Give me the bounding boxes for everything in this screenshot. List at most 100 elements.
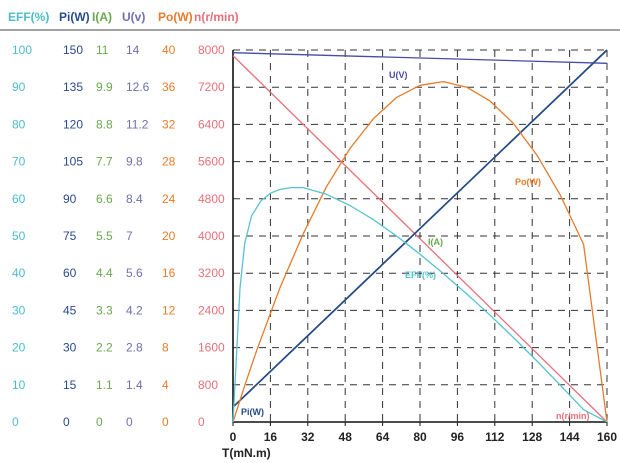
y-tick-0-4: 40 [12,266,26,280]
y-tick-5-3: 2400 [198,303,225,317]
x-tick-7: 112 [485,430,505,444]
series-label-5: n(r/min) [556,411,590,421]
x-tick-3: 48 [339,430,353,444]
y-tick-5-7: 5600 [198,155,225,169]
y-tick-5-8: 6400 [198,117,225,131]
y-tick-5-4: 3200 [198,266,225,280]
y-tick-3-4: 5.6 [126,266,143,280]
x-axis-label: T(mN.m) [222,446,271,460]
y-tick-0-1: 10 [12,378,26,392]
series-line-0 [232,52,608,64]
y-tick-4-4: 16 [162,266,176,280]
x-tick-10: 160 [597,430,617,444]
series-line-1 [232,55,608,423]
y-tick-4-6: 24 [162,192,176,206]
y-tick-1-0: 0 [63,415,70,429]
y-tick-3-5: 7 [126,229,133,243]
y-tick-4-7: 28 [162,155,176,169]
y-tick-1-2: 30 [63,341,77,355]
y-tick-0-3: 30 [12,303,26,317]
x-axis-ticks: 0 16 32 48 64 80 96 112 128 144 160 [230,422,617,444]
y-tick-5-0: 0 [198,415,205,429]
x-tick-6: 96 [451,430,465,444]
x-tick-9: 144 [560,430,580,444]
y-tick-3-8: 11.2 [126,117,149,131]
series-label-1: Po(W) [515,177,541,187]
y-tick-1-8: 120 [63,117,83,131]
y-tick-0-10: 100 [12,43,32,57]
axis-header-4: Po(W) [158,10,193,24]
y-tick-3-10: 14 [126,43,140,57]
x-tick-0: 0 [230,430,237,444]
y-tick-4-8: 32 [162,117,176,131]
y-tick-5-9: 7200 [198,80,225,94]
y-tick-1-7: 105 [63,155,83,169]
y-tick-2-7: 7.7 [96,155,113,169]
y-tick-3-7: 9.8 [126,155,143,169]
series-labels: U(V) Po(W) I(A) EFF(%) Pi(W) n(r/min) [241,70,590,421]
axis-header-5: n(r/min) [194,10,239,24]
axis-header-2: I(A) [92,10,112,24]
y-tick-1-3: 45 [63,303,77,317]
y-tick-0-9: 90 [12,80,26,94]
y-tick-4-5: 20 [162,229,176,243]
y-tick-4-1: 4 [162,378,169,392]
x-tick-4: 64 [376,430,390,444]
y-tick-0-0: 0 [12,415,19,429]
y-tick-1-10: 150 [63,43,83,57]
y-tick-0-2: 20 [12,341,26,355]
y-tick-5-5: 4000 [198,229,225,243]
y-tick-3-1: 1.4 [126,378,143,392]
y-tick-1-5: 75 [63,229,77,243]
x-tick-1: 16 [264,430,278,444]
y-tick-5-1: 800 [198,378,218,392]
axis-header-3: U(v) [122,10,145,24]
y-tick-0-5: 50 [12,229,26,243]
y-tick-0-6: 60 [12,192,26,206]
y-tick-2-3: 3.3 [96,303,113,317]
y-tick-2-5: 5.5 [96,229,113,243]
y-tick-4-9: 36 [162,80,176,94]
x-tick-2: 32 [301,430,315,444]
y-tick-4-3: 12 [162,303,176,317]
series-label-2: I(A) [428,237,443,247]
y-tick-2-2: 2.2 [96,341,113,355]
y-tick-3-2: 2.8 [126,341,143,355]
y-tick-1-9: 135 [63,80,83,94]
y-axis-tick-columns: 0102030405060708090100015304560759010512… [12,43,225,429]
y-tick-0-7: 70 [12,155,26,169]
y-tick-5-6: 4800 [198,192,225,206]
y-tick-4-2: 8 [162,341,169,355]
y-tick-0-8: 80 [12,117,26,131]
series-label-3: EFF(%) [405,270,436,280]
y-tick-2-4: 4.4 [96,266,113,280]
y-tick-3-0: 0 [126,415,133,429]
axis-header-0: EFF(%) [8,10,49,24]
series-line-4 [232,80,608,423]
y-tick-3-3: 4.2 [126,303,143,317]
series-line-5 [232,186,608,423]
y-tick-5-2: 1600 [198,341,225,355]
y-tick-3-6: 8.4 [126,192,143,206]
y-tick-1-4: 60 [63,266,77,280]
axis-headers: EFF(%) Pi(W) I(A) U(v) Po(W) n(r/min) [8,10,239,24]
y-tick-4-10: 40 [162,43,176,57]
y-tick-2-6: 6.6 [96,192,113,206]
y-tick-2-10: 11 [96,43,109,57]
y-tick-2-1: 1.1 [96,378,113,392]
axis-header-1: Pi(W) [59,10,90,24]
y-tick-2-8: 8.8 [96,117,113,131]
x-tick-5: 80 [413,430,427,444]
y-tick-3-9: 12.6 [126,80,150,94]
y-tick-5-10: 8000 [198,43,225,57]
series-line-3 [232,49,608,408]
series-label-4: Pi(W) [241,407,264,417]
y-tick-2-9: 9.9 [96,80,113,94]
y-tick-1-1: 15 [63,378,77,392]
x-tick-8: 128 [522,430,542,444]
y-tick-4-0: 0 [162,415,169,429]
grid [233,50,607,422]
series-label-0: U(V) [389,70,408,80]
series-lines [232,49,608,423]
